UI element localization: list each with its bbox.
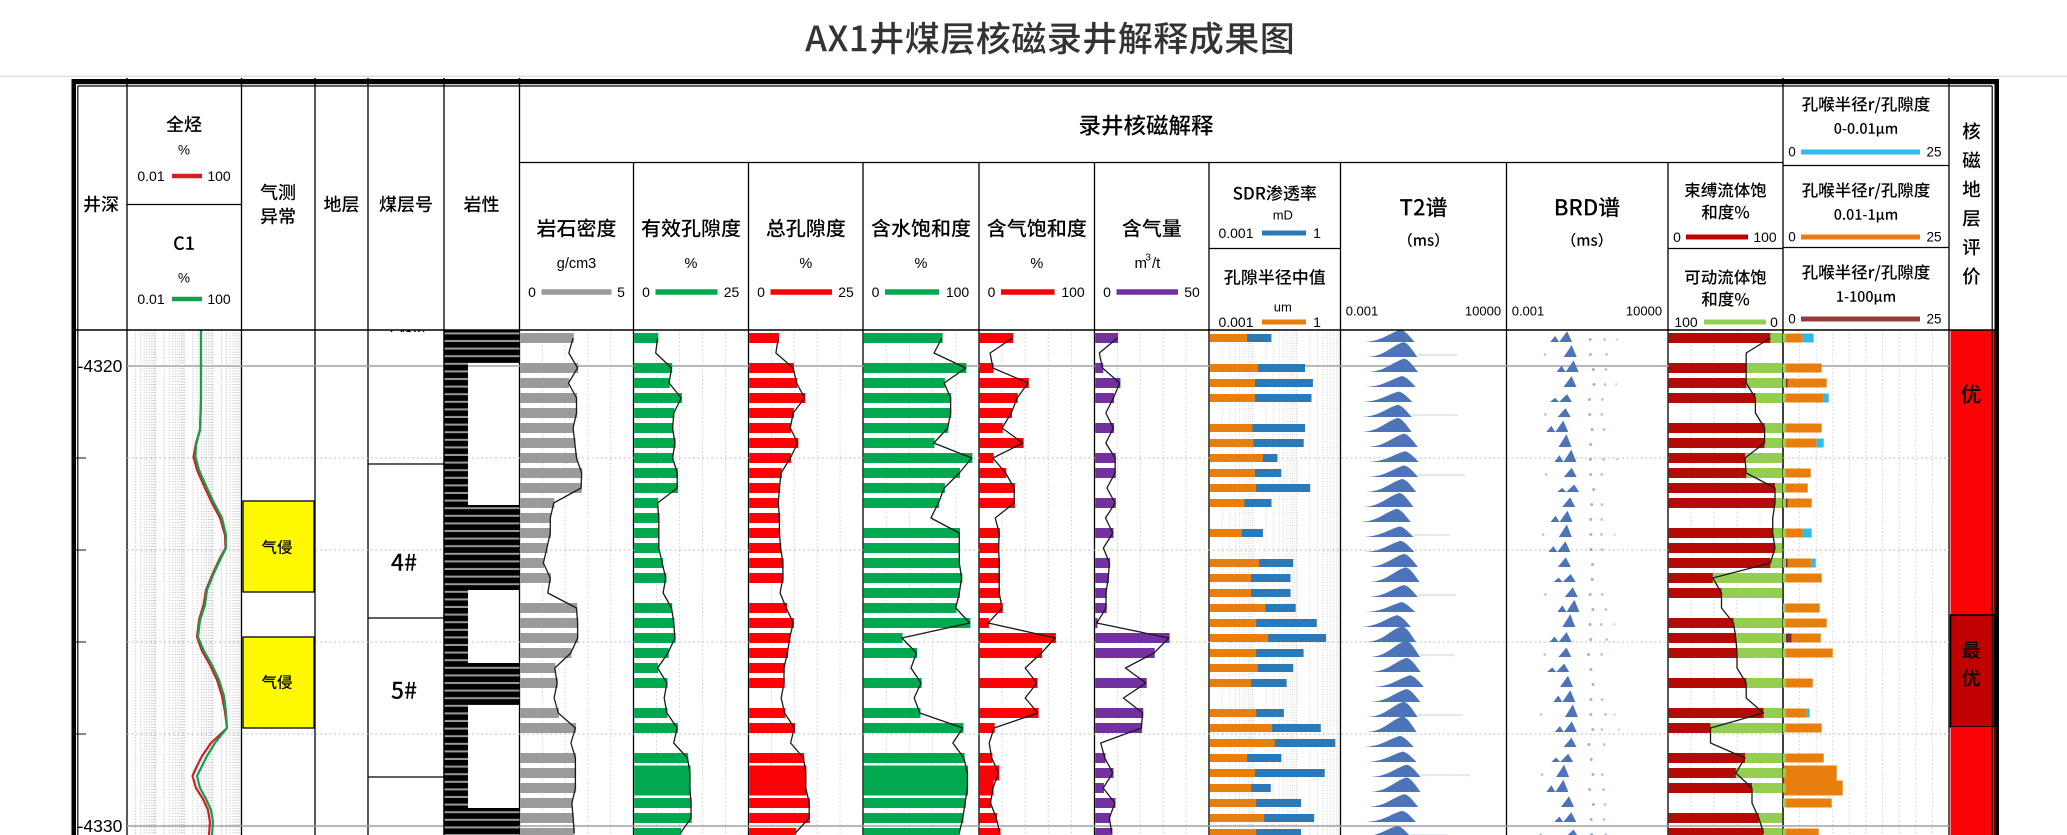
svg-text:0: 0 <box>872 284 880 300</box>
svg-text:0: 0 <box>757 284 765 300</box>
svg-text:25: 25 <box>838 284 854 300</box>
svg-text:0: 0 <box>1788 312 1796 327</box>
svg-text:100: 100 <box>207 291 231 307</box>
svg-text:0: 0 <box>642 284 650 300</box>
svg-text:m: m <box>1135 255 1148 272</box>
svg-text:%: % <box>178 271 190 286</box>
svg-text:%: % <box>1030 256 1043 272</box>
svg-text:0: 0 <box>1673 229 1681 245</box>
svg-text:3: 3 <box>1145 253 1151 264</box>
svg-text:100: 100 <box>1061 284 1085 300</box>
svg-text:0.001: 0.001 <box>1218 225 1253 241</box>
svg-text:0.001: 0.001 <box>1346 304 1379 319</box>
svg-text:0.001: 0.001 <box>1218 314 1253 330</box>
svg-text:1: 1 <box>1313 225 1321 241</box>
svg-text:5: 5 <box>617 284 625 300</box>
svg-text:%: % <box>799 256 812 272</box>
svg-text:/t: /t <box>1152 255 1161 272</box>
svg-text:-4320: -4320 <box>78 356 123 376</box>
svg-text:25: 25 <box>1926 145 1941 160</box>
svg-text:0: 0 <box>1788 230 1796 245</box>
svg-text:100: 100 <box>946 284 970 300</box>
svg-text:um: um <box>1274 300 1292 315</box>
svg-text:0.01: 0.01 <box>137 291 164 307</box>
svg-text:0: 0 <box>988 284 996 300</box>
svg-text:100: 100 <box>1753 229 1777 245</box>
svg-text:0: 0 <box>1103 284 1111 300</box>
svg-text:0: 0 <box>1788 145 1796 160</box>
svg-text:10000: 10000 <box>1465 304 1501 319</box>
svg-text:1: 1 <box>1313 314 1321 330</box>
svg-text:0.001: 0.001 <box>1512 304 1545 319</box>
svg-text:0: 0 <box>528 284 536 300</box>
svg-text:25: 25 <box>1926 312 1941 327</box>
svg-text:-4330: -4330 <box>78 816 123 835</box>
svg-text:25: 25 <box>1926 230 1941 245</box>
svg-text:50: 50 <box>1184 284 1200 300</box>
svg-text:%: % <box>685 256 698 272</box>
svg-text:g/cm3: g/cm3 <box>557 256 597 272</box>
svg-text:mD: mD <box>1273 208 1293 223</box>
svg-text:%: % <box>178 143 190 158</box>
svg-text:100: 100 <box>1674 314 1698 330</box>
svg-text:0: 0 <box>1770 314 1778 330</box>
svg-text:25: 25 <box>724 284 740 300</box>
svg-text:10000: 10000 <box>1626 304 1662 319</box>
svg-text:%: % <box>915 256 928 272</box>
svg-text:100: 100 <box>207 168 231 184</box>
svg-text:0.01: 0.01 <box>137 168 164 184</box>
